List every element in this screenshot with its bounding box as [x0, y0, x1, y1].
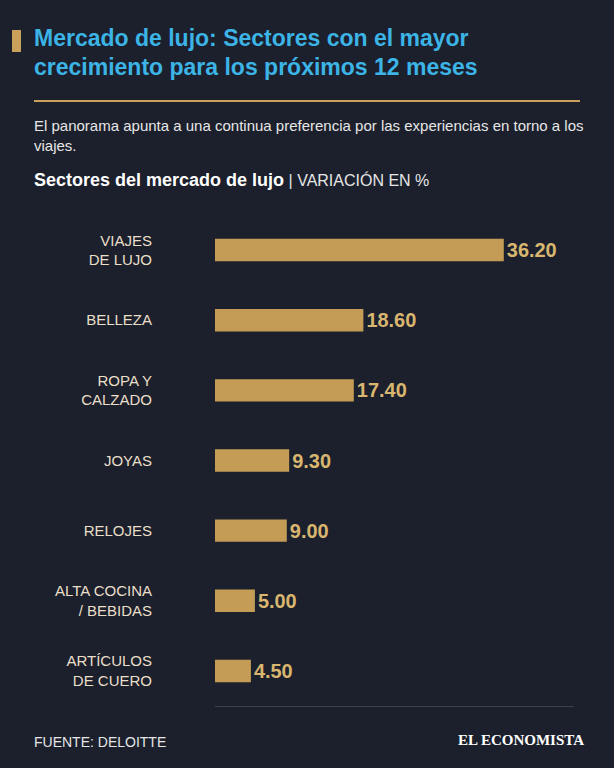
svg-text:5.00: 5.00: [258, 590, 297, 612]
html-text:FUENTE: DELOITTE: FUENTE: DELOITTE: [34, 734, 167, 750]
svg-text:18.60: 18.60: [366, 309, 416, 331]
html-text:EL ECONOMISTA: EL ECONOMISTA: [458, 732, 584, 748]
svg-text:ARTÍCULOSDE CUERO: ARTÍCULOSDE CUERO: [66, 652, 152, 689]
svg-text:ROPA YCALZADO: ROPA YCALZADO: [81, 372, 152, 409]
html-text:El panorama apunta a una conti: El panorama apunta a una continua prefer…: [34, 117, 584, 154]
svg-text:ALTA COCINA/ BEBIDAS: ALTA COCINA/ BEBIDAS: [55, 582, 152, 619]
svg-text:36.20: 36.20: [507, 239, 557, 261]
html-text:Sectores del mercado de lujo |: Sectores del mercado de lujo | VARIACIÓN…: [34, 170, 430, 190]
svg-text:JOYAS: JOYAS: [104, 452, 152, 469]
svg-text:9.00: 9.00: [290, 520, 329, 542]
svg-text:RELOJES: RELOJES: [84, 522, 152, 539]
html-text:Mercado de lujo: Sectores con: Mercado de lujo: Sectores con el mayor c…: [34, 25, 478, 80]
svg-text:17.40: 17.40: [357, 379, 407, 401]
svg-text:VIAJESDE LUJO: VIAJESDE LUJO: [89, 232, 152, 269]
svg-text:4.50: 4.50: [254, 660, 293, 682]
svg-text:9.30: 9.30: [292, 450, 331, 472]
svg-text:BELLEZA: BELLEZA: [86, 311, 152, 328]
